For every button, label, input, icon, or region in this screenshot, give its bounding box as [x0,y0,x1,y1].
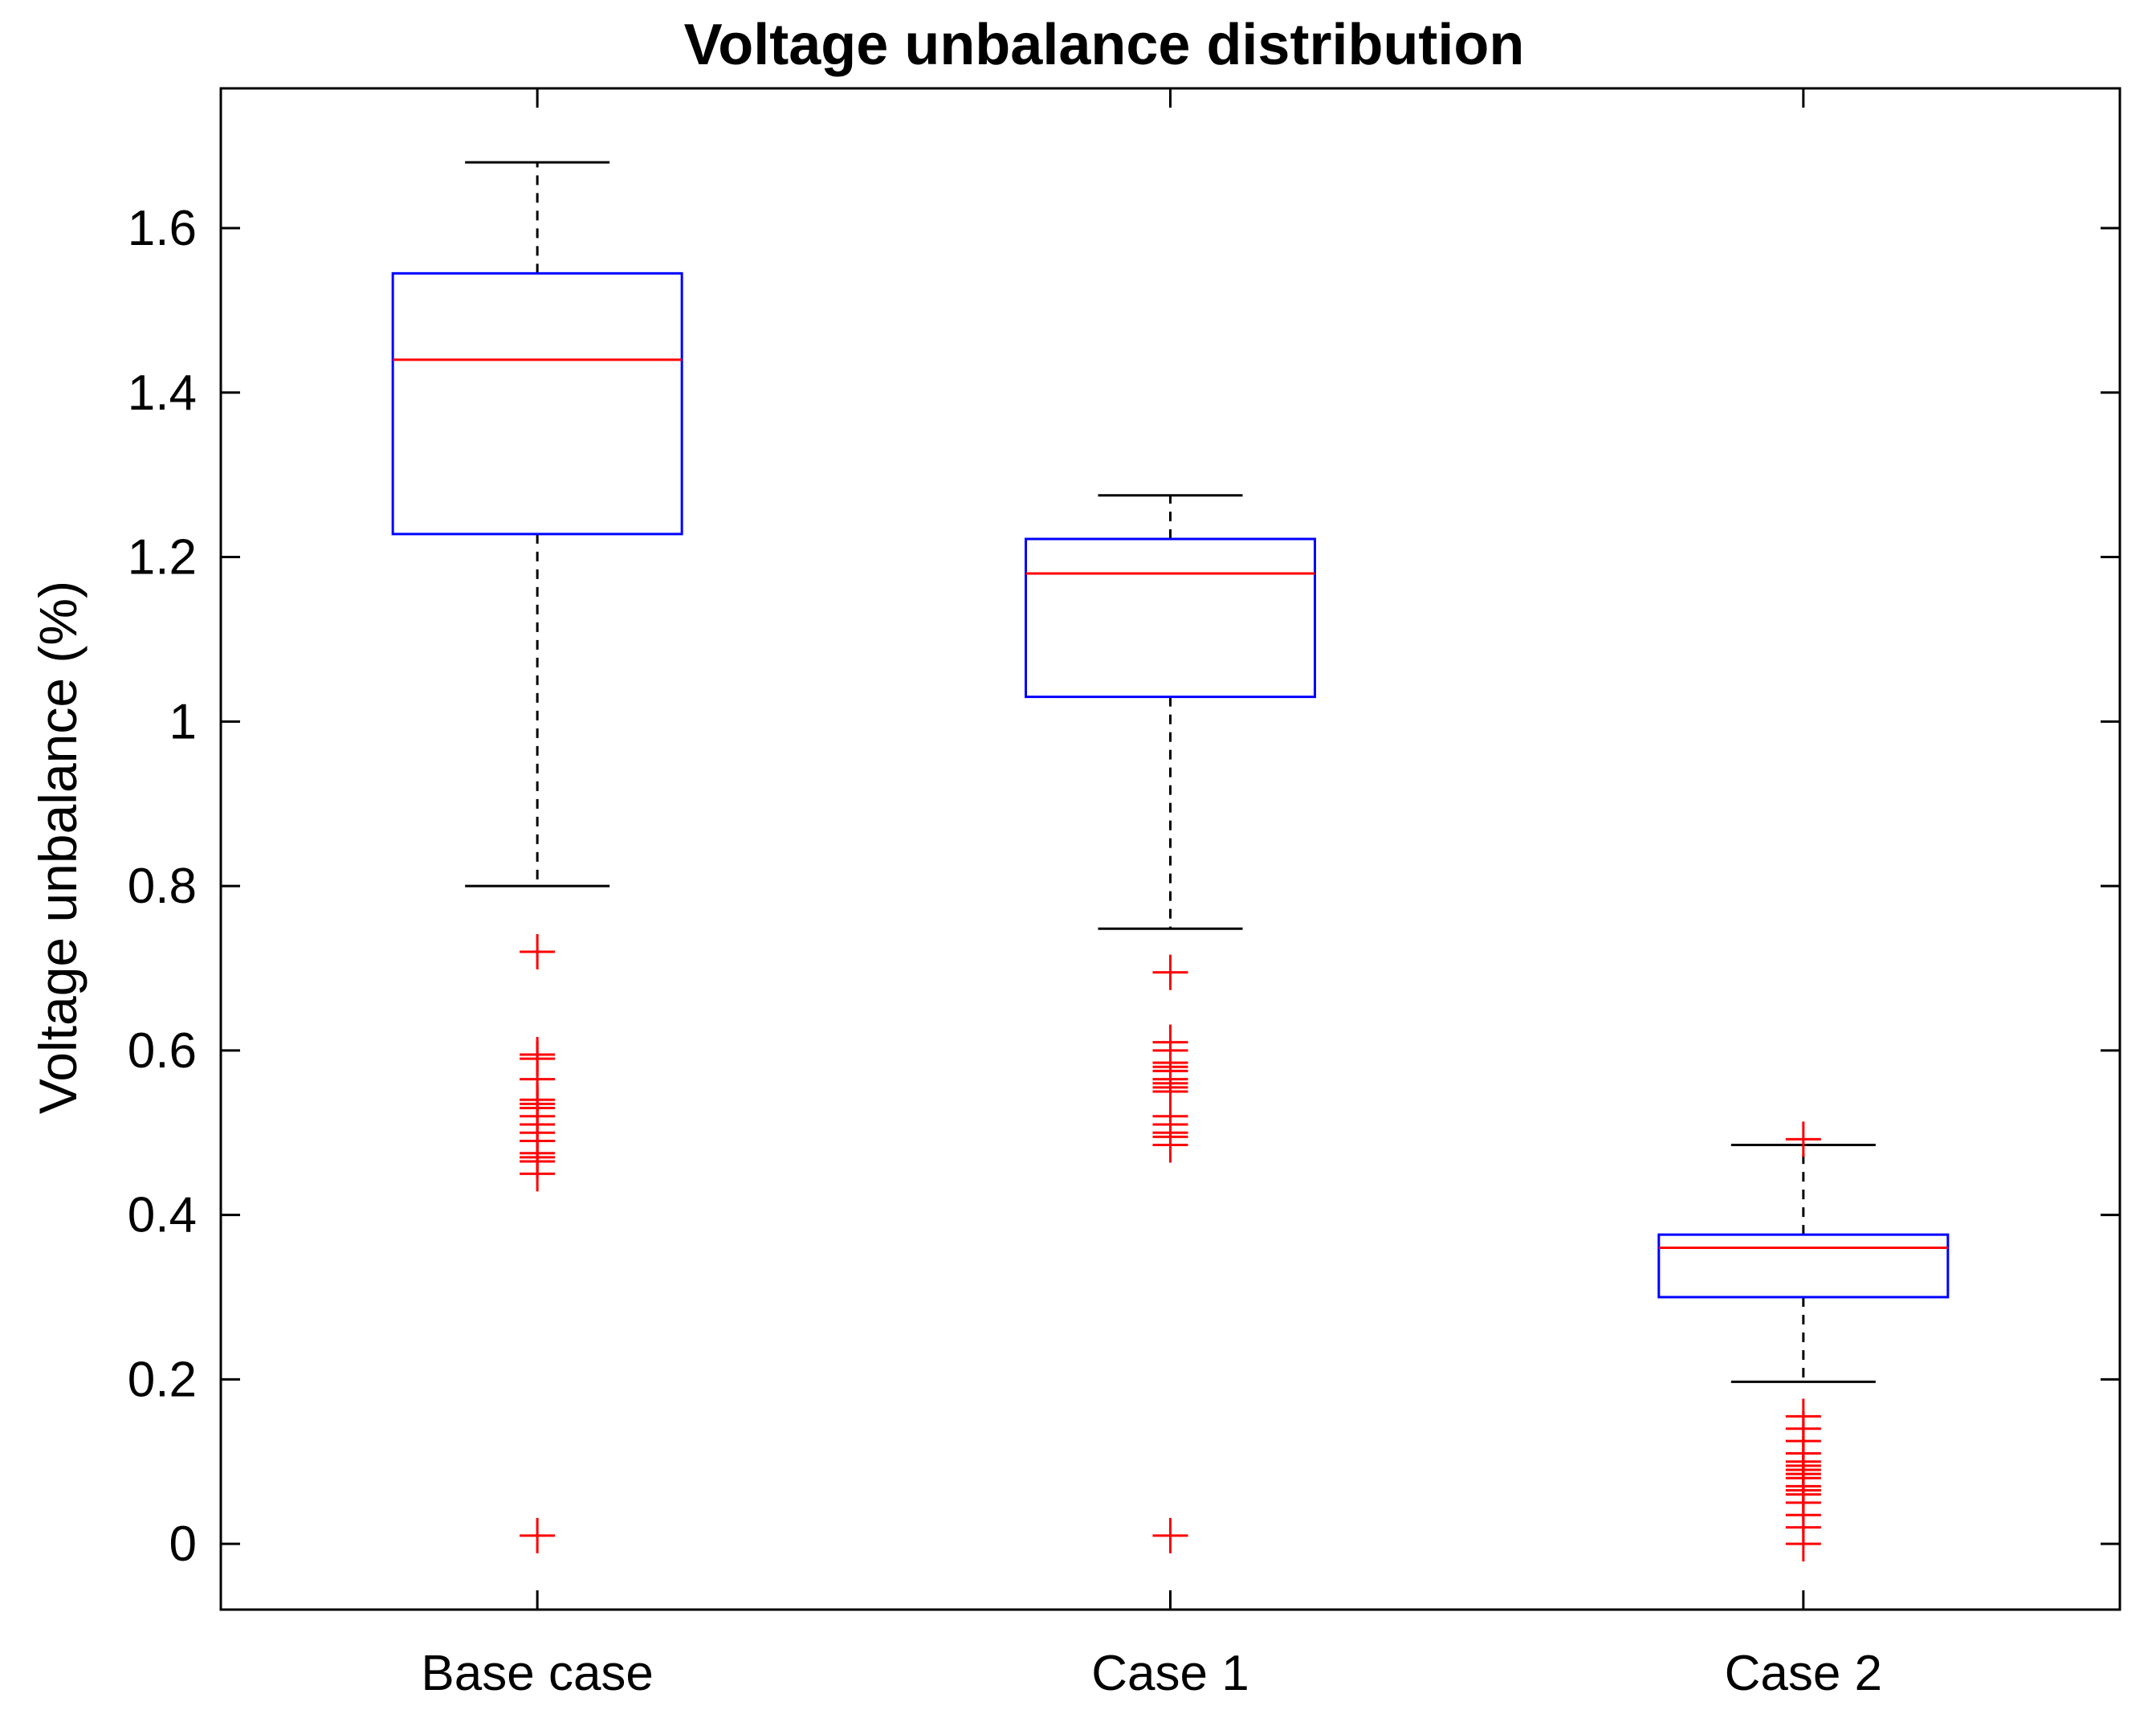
outlier-point [520,1156,556,1192]
outlier-point [1152,954,1188,990]
outlier-point [1152,1127,1188,1163]
iqr-box [1025,537,1316,699]
outlier-point [520,1517,556,1553]
y-tick-label: 1.2 [128,530,197,586]
y-tick-label: 1 [169,694,197,749]
y-tick-label: 1.4 [128,365,197,421]
plot-area: 0 0.2 0.4 0.6 0.8 1 1.2 1.4 1.6 Base case Case 1 Ca… [128,87,2121,1701]
outlier-point [1785,1526,1821,1562]
y-tick-label: 0 [169,1516,197,1572]
x-tick-label: Case 2 [1725,1646,1882,1701]
chart-title: Voltage unbalance distribution [684,13,1525,77]
y-tick-label: 0.8 [128,859,197,914]
outlier-point [1152,1517,1188,1553]
y-tick-label: 0.6 [128,1023,197,1079]
y-tick-label: 1.6 [128,201,197,256]
x-tick-label: Case 1 [1091,1646,1249,1701]
outlier-point [520,933,556,969]
y-tick-label: 0.2 [128,1352,197,1407]
y-tick-label: 0.4 [128,1188,197,1243]
outlier-point [1785,1121,1821,1157]
iqr-box [391,271,683,536]
iqr-box [1657,1233,1950,1299]
y-axis-label: Voltage unbalance (%) [28,581,88,1114]
x-tick-label: Base case [421,1646,654,1701]
